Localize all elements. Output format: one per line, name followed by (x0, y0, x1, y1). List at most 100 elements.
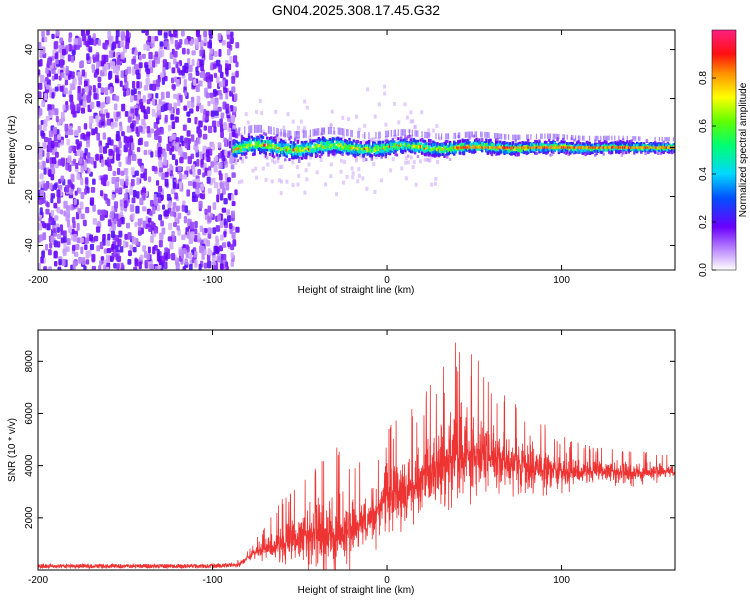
spectrogram-cell (420, 148, 424, 152)
spectrogram-cell (351, 144, 354, 148)
spectrogram-cell (66, 138, 70, 146)
spectrogram-cell (58, 259, 62, 266)
spectrogram-cell (136, 73, 141, 80)
spectrogram-cell (268, 148, 272, 152)
spectrogram-cell (231, 172, 236, 178)
spectrogram-cell (342, 146, 346, 150)
spectrogram-cell (332, 149, 336, 153)
spectrogram-cell (142, 95, 146, 103)
spectrogram-cell (427, 151, 431, 155)
spectrogram-cell (167, 236, 172, 242)
spectrogram-cell (480, 137, 484, 141)
spectrogram-cell (415, 141, 418, 145)
spectrogram-cell (508, 142, 512, 146)
spectrogram-cell (72, 264, 76, 270)
spectrogram-cell (338, 138, 341, 142)
spectrogram-cell (351, 151, 354, 155)
spectrogram-cell (304, 168, 308, 173)
spectrogram-cell (72, 158, 77, 164)
spectrogram-cell (563, 140, 566, 144)
spectrogram-cell (339, 169, 343, 174)
spectrogram-cell (483, 146, 487, 150)
spectrogram-cell (335, 140, 339, 144)
spectrogram-cell (341, 143, 344, 147)
spectrogram-cell (367, 149, 371, 153)
spectrogram-cell (141, 206, 147, 212)
spectrogram-cell (342, 149, 346, 153)
spectrogram-cell (40, 130, 45, 137)
spectrogram-cell (232, 128, 235, 137)
spectrogram-cell (231, 86, 236, 93)
spectrogram-cell (219, 182, 224, 189)
spectrogram-cell (43, 36, 48, 43)
spectrogram-cell (373, 141, 376, 145)
spectrogram-cell (178, 69, 182, 76)
spectrogram-cell (334, 149, 337, 153)
spectrogram-cell (550, 153, 554, 157)
spectrogram-cell (427, 139, 431, 143)
spectrogram-cell (177, 212, 182, 219)
spectrogram-cell (53, 41, 58, 50)
spectrogram-cell (457, 132, 459, 139)
spectrogram-cell (502, 146, 504, 149)
spectrogram-cell (317, 150, 321, 154)
spectrogram-cell (413, 139, 417, 143)
spectrogram-cell (492, 145, 495, 149)
spectrogram-cell (85, 40, 90, 47)
spectrogram-cell (381, 153, 385, 157)
spectrogram-cell (475, 137, 478, 141)
spectrogram-cell (299, 119, 303, 124)
spectrogram-cell (341, 147, 344, 151)
spectrogram-cell (630, 139, 633, 143)
spectrogram-cell (133, 266, 138, 270)
spectrogram-cell (193, 228, 198, 235)
spectrogram-cell (41, 30, 45, 38)
spectrogram-cell (38, 142, 41, 148)
spectrogram-cell (53, 250, 58, 258)
spectrogram-cell (385, 130, 387, 138)
spectrogram-cell (482, 143, 485, 147)
spectrogram-cell (433, 181, 437, 186)
spectrogram-cell (244, 112, 248, 117)
spectrogram-cell (293, 147, 297, 151)
spectrogram-cell (243, 147, 247, 151)
spectrogram-cell (260, 148, 263, 152)
spectrogram-cell (306, 143, 309, 147)
spectrogram-cell (338, 147, 341, 151)
spectrogram-cell (393, 129, 395, 137)
spectrogram-cell (589, 150, 593, 154)
spectrogram-cell (249, 145, 252, 149)
spectrogram-cell (538, 141, 541, 145)
spectrogram-cell (220, 234, 224, 241)
spectrogram-cell (637, 136, 640, 141)
spectrogram-cell (534, 144, 537, 148)
spectrogram-cell (520, 146, 523, 149)
spectrogram-cell (365, 158, 368, 162)
spectrogram-cell (493, 144, 496, 148)
spectrogram-cell (545, 140, 548, 144)
spectrogram-cell (258, 134, 262, 138)
spectrogram-cell (420, 146, 424, 150)
spectrogram-cell (272, 155, 276, 159)
spectrogram-cell (267, 125, 270, 134)
spectrogram-cell (624, 151, 628, 155)
spectrogram-cell (110, 61, 116, 70)
spectrogram-cell (207, 100, 211, 107)
spectrogram-cell (517, 149, 520, 153)
spectrogram-cell (47, 249, 52, 256)
spectrogram-cell (348, 151, 351, 155)
spectrogram-cell (53, 202, 58, 209)
spectrogram-cell (495, 133, 497, 139)
spectrogram-cell (173, 76, 177, 83)
spectrogram-cell (292, 145, 295, 149)
spectrogram-cell (604, 135, 606, 141)
spectrogram-cell (323, 138, 326, 142)
spectrogram-cell (619, 142, 622, 146)
spectrogram-cell (427, 145, 431, 149)
spectrogram-cell (223, 218, 227, 226)
spectrogram-cell (515, 143, 519, 147)
spectrogram-cell (111, 206, 115, 213)
y-tick-label: 6000 (24, 402, 35, 425)
spectrogram-cell (401, 140, 404, 144)
